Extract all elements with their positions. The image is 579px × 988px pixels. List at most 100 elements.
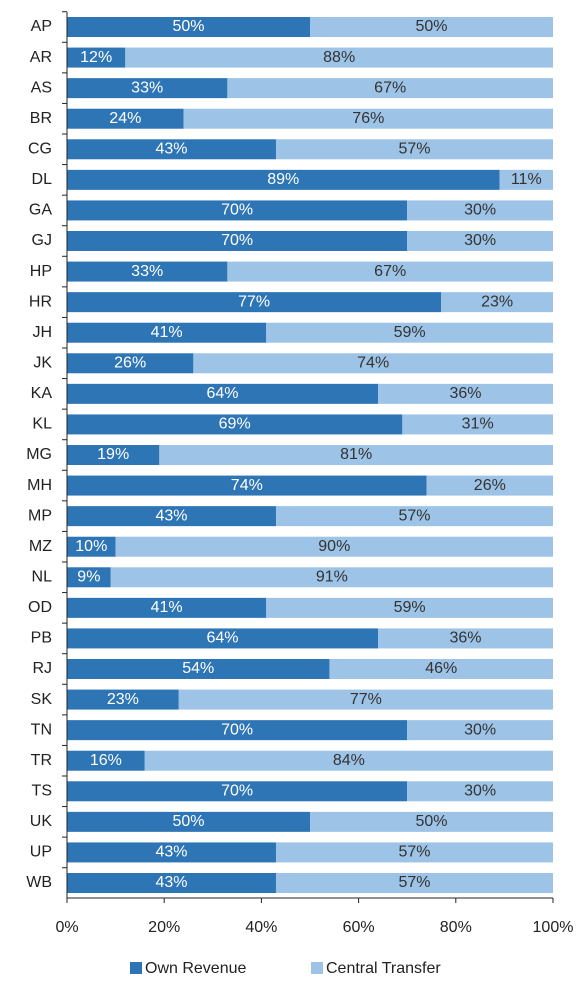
x-tick-label: 60%	[343, 919, 375, 936]
bar-segment	[329, 659, 553, 679]
data-label: 12%	[80, 49, 112, 66]
data-label: 43%	[155, 874, 187, 891]
data-label: 26%	[114, 355, 146, 372]
data-label: 70%	[221, 202, 253, 219]
data-label: 81%	[340, 446, 372, 463]
bar-segment	[67, 811, 310, 832]
bar-segment	[110, 567, 554, 588]
bar-segment	[67, 445, 160, 465]
bar-segment	[67, 17, 310, 37]
data-label: 41%	[151, 324, 183, 341]
legend-swatch	[130, 962, 142, 974]
data-label: 24%	[109, 110, 141, 127]
bar-segment	[67, 873, 276, 893]
y-tick-label: MZ	[29, 538, 52, 555]
data-label: 23%	[107, 691, 139, 708]
y-tick-label: JK	[33, 355, 52, 372]
bar-segment	[378, 628, 553, 649]
x-tick-label: 0%	[55, 919, 78, 936]
y-tick-label: WB	[26, 874, 52, 891]
bar-segment	[426, 475, 553, 496]
y-tick-label: MG	[26, 446, 52, 463]
y-tick-label: UP	[30, 844, 52, 861]
bar-segment	[227, 78, 553, 99]
data-label: 74%	[357, 355, 389, 372]
bar-segment	[67, 292, 442, 313]
bar-segment	[310, 17, 553, 37]
bar-segment	[407, 781, 553, 802]
legend-label: Own Revenue	[145, 960, 246, 977]
y-tick-label: PB	[31, 630, 52, 647]
bar-segment	[67, 750, 145, 771]
bar-segment	[499, 169, 553, 190]
y-tick-label: MP	[28, 507, 52, 524]
data-label: 9%	[77, 569, 100, 586]
y-tick-label: KL	[32, 416, 52, 433]
bar-segment	[67, 842, 276, 863]
data-label: 88%	[323, 49, 355, 66]
data-label: 46%	[425, 660, 457, 677]
y-tick-label: UK	[30, 813, 53, 830]
bar-segment	[67, 567, 111, 588]
bar-segment	[67, 78, 228, 99]
y-tick-label: OD	[28, 599, 52, 616]
data-label: 57%	[398, 141, 430, 158]
x-tick-label: 40%	[245, 919, 277, 936]
bar-segment	[115, 536, 553, 557]
bar-segment	[67, 720, 408, 741]
data-label: 84%	[333, 752, 365, 769]
data-label: 43%	[155, 141, 187, 158]
data-label: 59%	[394, 324, 426, 341]
data-label: 43%	[155, 844, 187, 861]
data-label: 41%	[151, 599, 183, 616]
bar-segment	[67, 628, 379, 649]
bar-segment	[67, 781, 408, 802]
data-label: 30%	[464, 721, 496, 738]
bar-segment	[125, 47, 553, 68]
data-label: 59%	[394, 599, 426, 616]
bar-segment	[67, 383, 379, 404]
data-label: 77%	[238, 293, 270, 310]
x-tick-label: 100%	[533, 919, 574, 936]
bar-segment	[67, 108, 184, 129]
data-label: 11%	[511, 171, 542, 188]
bar-segment	[67, 597, 267, 618]
data-label: 57%	[398, 844, 430, 861]
bar-segment	[67, 414, 403, 435]
y-tick-label: TN	[31, 721, 52, 738]
data-label: 33%	[131, 263, 163, 280]
data-label: 43%	[155, 507, 187, 524]
bar-segment	[378, 383, 553, 404]
data-label: 57%	[398, 507, 430, 524]
data-label: 69%	[219, 416, 251, 433]
data-label: 54%	[182, 660, 214, 677]
bar-segment	[159, 445, 553, 465]
data-label: 30%	[464, 783, 496, 800]
data-label: 36%	[450, 385, 482, 402]
y-tick-label: TR	[31, 752, 52, 769]
y-tick-label: CG	[28, 141, 52, 158]
data-label: 64%	[207, 630, 239, 647]
bar-segment	[67, 475, 427, 496]
data-label: 26%	[474, 477, 506, 494]
data-label: 89%	[267, 171, 299, 188]
y-tick-label: HP	[30, 263, 52, 280]
data-label: 23%	[481, 293, 513, 310]
bar-segment	[275, 873, 553, 893]
bar-segment	[67, 261, 228, 282]
data-label: 70%	[221, 232, 253, 249]
data-label: 67%	[374, 263, 406, 280]
y-tick-label: HR	[29, 293, 52, 310]
bar-segment	[67, 689, 179, 710]
data-label: 19%	[97, 446, 129, 463]
bar-segment	[67, 139, 276, 160]
data-label: 30%	[464, 232, 496, 249]
data-label: 16%	[90, 752, 122, 769]
data-label: 30%	[464, 202, 496, 219]
y-tick-label: GJ	[32, 232, 52, 249]
y-tick-label: NL	[32, 569, 53, 586]
data-label: 77%	[350, 691, 382, 708]
bar-segment	[407, 231, 553, 251]
y-tick-label: JH	[32, 324, 52, 341]
